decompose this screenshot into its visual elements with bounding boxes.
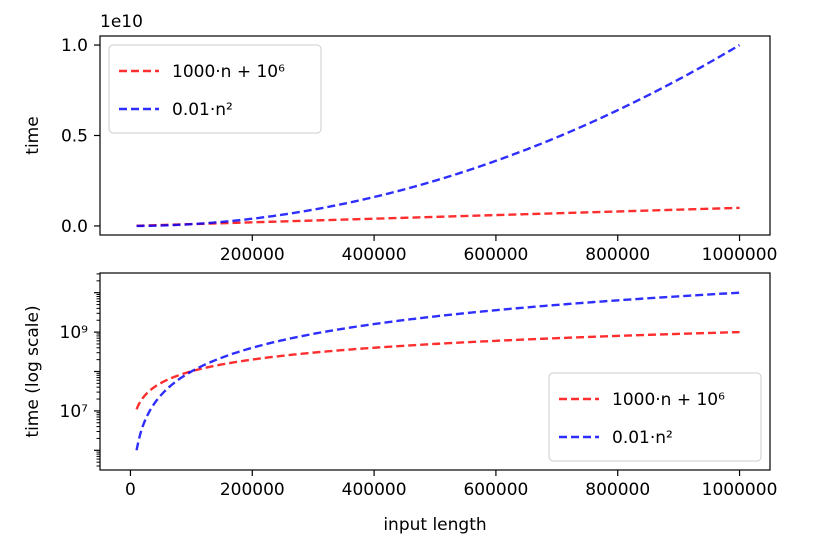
legend: 1000·n + 10⁶ 0.01·n² [548, 372, 762, 462]
legend-label: 1000·n + 10⁶ [172, 62, 285, 82]
series-line-quadratic [136, 44, 741, 228]
legend-box [548, 372, 762, 462]
legend-label: 0.01·n² [172, 100, 233, 120]
x-tick-label: 1000000 [702, 480, 778, 500]
y-tick-label: 1.0 [61, 36, 88, 56]
legend-box [108, 44, 322, 134]
x-tick-label: 1000000 [702, 245, 778, 265]
legend-label: 0.01·n² [612, 428, 673, 448]
series-line-quadratic [135, 291, 740, 451]
x-axis-label: input length [383, 515, 486, 535]
y-tick-label: 10⁹ [60, 323, 89, 343]
series-line-linear [135, 330, 740, 410]
x-tick-label: 600000 [463, 245, 528, 265]
x-tick-label: 800000 [585, 480, 650, 500]
x-tick-label: 200000 [220, 245, 285, 265]
series-line-linear [136, 206, 740, 227]
y-tick-label: 10⁷ [60, 402, 89, 422]
x-tick-label: 400000 [342, 245, 407, 265]
x-tick-label: 600000 [463, 480, 528, 500]
subplot-1: 200000 400000 600000 800000 1000000 0.0 0.5 1.0… [23, 12, 777, 265]
legend-label: 1000·n + 10⁶ [612, 390, 725, 410]
x-tick-label: 800000 [585, 245, 650, 265]
legend: 1000·n + 10⁶ 0.01·n² [108, 44, 322, 134]
subplot-2: 0 200000 400000 600000 800000 1000000 10⁷ 10⁹ ti… [23, 272, 778, 535]
y-axis-label: time [23, 116, 43, 154]
x-tick-label: 200000 [220, 480, 285, 500]
x-tick-label: 400000 [342, 480, 407, 500]
y-tick-label: 0.5 [61, 127, 88, 147]
y-offset-text: 1e10 [100, 12, 143, 32]
y-axis-label: time (log scale) [23, 305, 43, 437]
y-tick-label: 0.0 [61, 217, 88, 237]
x-tick-label: 0 [125, 480, 136, 500]
